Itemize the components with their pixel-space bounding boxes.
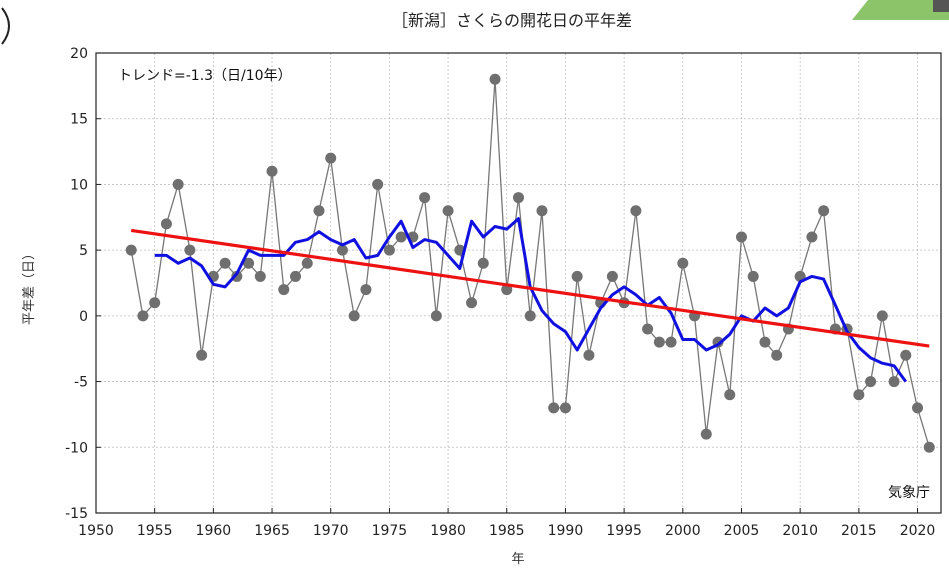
observed-point [348, 310, 360, 322]
x-tick-label: 1975 [372, 523, 408, 539]
observed-point [900, 349, 912, 361]
observed-point [430, 310, 442, 322]
observed-point [536, 205, 548, 217]
observed-point [290, 270, 302, 282]
observed-point [806, 231, 818, 243]
observed-point [149, 297, 161, 309]
green-tab-shape [852, 0, 949, 20]
observed-point [125, 244, 137, 256]
observed-point [466, 297, 478, 309]
observed-point [266, 165, 278, 177]
x-tick-label: 1950 [78, 523, 114, 539]
observed-point [489, 73, 501, 85]
observed-point [372, 178, 384, 190]
y-tick-label: 10 [70, 177, 88, 193]
observed-point [477, 257, 489, 269]
observed-point [301, 257, 313, 269]
observed-point [524, 310, 536, 322]
observed-point [700, 428, 712, 440]
x-tick-label: 2005 [724, 523, 760, 539]
observed-point [419, 192, 431, 204]
observed-point [383, 244, 395, 256]
observed-point [853, 389, 865, 401]
observed-point [923, 441, 935, 453]
y-tick-label: 15 [70, 112, 88, 128]
x-tick-label: 2020 [900, 523, 936, 539]
y-axis-ticks: -15 -10 -5 0 5 10 15 20 [65, 46, 101, 522]
trend-annotation: トレンド=-1.3（日/10年） [118, 68, 292, 84]
moving-average-series [154, 217, 908, 383]
observed-point [325, 152, 337, 164]
x-tick-label: 1970 [313, 523, 349, 539]
observed-point [642, 323, 654, 335]
observed-point [336, 244, 348, 256]
x-tick-label: 1995 [606, 523, 642, 539]
observed-point [137, 310, 149, 322]
observed-point [160, 218, 172, 230]
observed-point [653, 336, 665, 348]
observed-point [254, 270, 266, 282]
x-tick-label: 1960 [196, 523, 232, 539]
observed-point [818, 205, 830, 217]
observed-point [278, 284, 290, 296]
observed-point [548, 402, 560, 414]
observed-point [759, 336, 771, 348]
y-tick-label: -15 [65, 506, 88, 522]
y-axis-label: 平年差（日） [22, 247, 37, 325]
observed-point [231, 270, 243, 282]
plot-frame [95, 52, 942, 514]
trend-line [130, 228, 930, 348]
x-tick-label: 2000 [665, 523, 701, 539]
observed-point [219, 257, 231, 269]
observed-point [735, 231, 747, 243]
trend-series [130, 228, 930, 348]
observed-point [630, 205, 642, 217]
x-tick-label: 1965 [254, 523, 290, 539]
observed-point [876, 310, 888, 322]
x-axis-ticks: 1950 1955 1960 1965 1970 1975 1980 1985 1990 1995… [78, 508, 935, 539]
bracket-fragment [1, 7, 10, 45]
observed-point [513, 192, 524, 204]
observed-point [559, 402, 571, 414]
observed-point [313, 205, 325, 217]
x-tick-label: 1985 [489, 523, 525, 539]
dark-tab-shape [933, 0, 949, 12]
x-axis-label: 年 [511, 552, 524, 567]
y-tick-label: 0 [79, 309, 88, 325]
credit-label: 気象庁 [888, 485, 930, 501]
observed-point [243, 257, 255, 269]
observed-point [360, 284, 372, 296]
observed-point [606, 270, 618, 282]
observed-point [888, 376, 900, 388]
observed-point [865, 376, 877, 388]
observed-point [677, 257, 689, 269]
observed-point [395, 231, 407, 243]
observed-point [442, 205, 454, 217]
moving-average-line [154, 217, 908, 383]
observed-point [172, 178, 184, 190]
observed-point [571, 270, 583, 282]
x-tick-label: 1990 [548, 523, 584, 539]
grid [95, 52, 941, 514]
observed-series [125, 73, 935, 453]
x-tick-label: 2010 [782, 523, 818, 539]
observed-point [184, 244, 196, 256]
y-tick-label: -5 [74, 375, 88, 391]
y-tick-label: 20 [70, 46, 88, 62]
x-tick-label: 1955 [137, 523, 173, 539]
x-tick-label: 2015 [841, 523, 877, 539]
observed-point [665, 336, 677, 348]
observed-point [747, 270, 759, 282]
chart-title: ［新潟］さくらの開花日の平年差 [392, 11, 632, 30]
observed-point [724, 389, 736, 401]
observed-point [196, 349, 208, 361]
observed-point [583, 349, 595, 361]
observed-point [912, 402, 924, 414]
y-tick-label: -10 [65, 440, 88, 456]
x-tick-label: 1980 [430, 523, 466, 539]
y-tick-label: 5 [79, 243, 88, 259]
observed-point [771, 349, 783, 361]
